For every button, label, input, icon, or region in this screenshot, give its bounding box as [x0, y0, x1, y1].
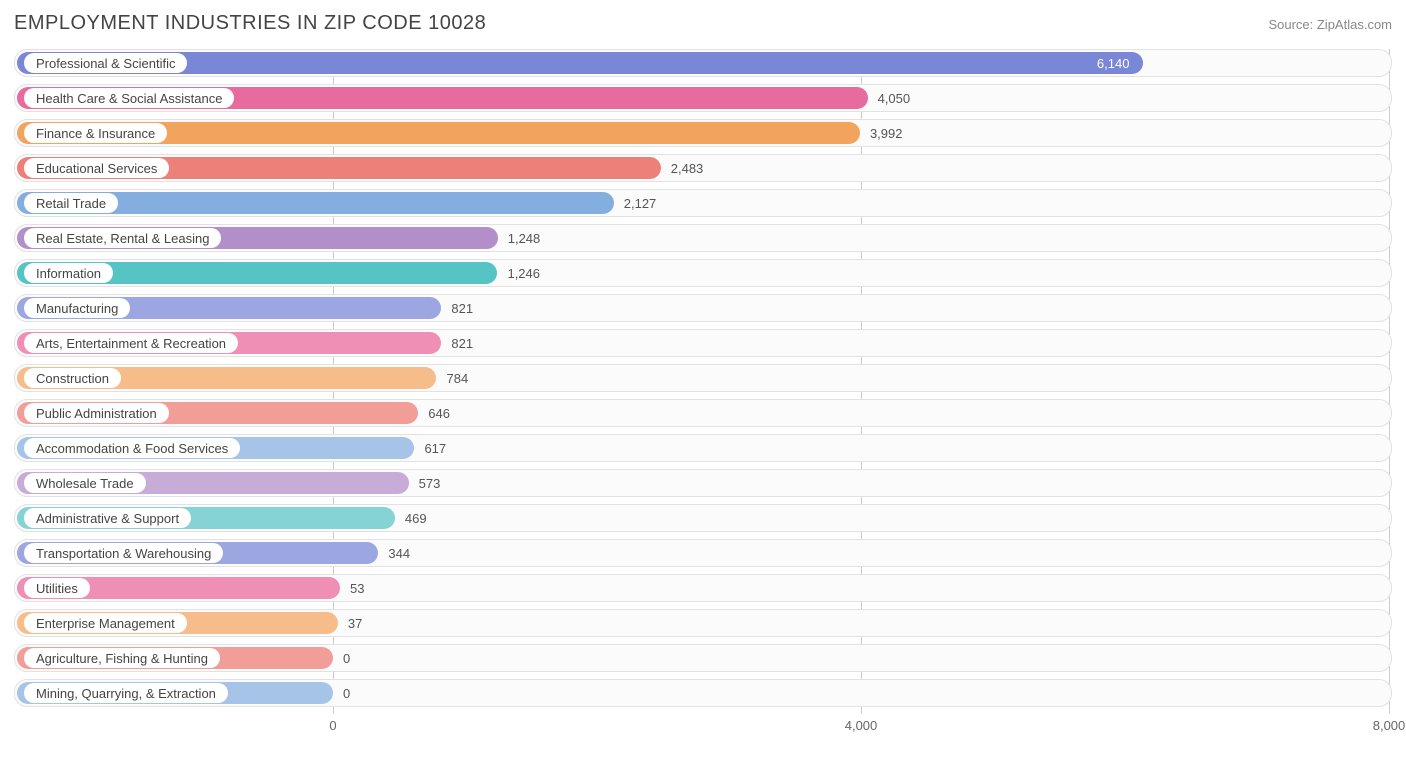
bar-row: Wholesale Trade 573	[14, 469, 1392, 497]
bar-row: Public Administration 646	[14, 399, 1392, 427]
chart-source: Source: ZipAtlas.com	[1268, 17, 1392, 32]
x-axis: 04,0008,000	[14, 714, 1392, 736]
bar-label: Construction	[24, 368, 121, 388]
bar-label: Accommodation & Food Services	[24, 438, 240, 458]
bar-value: 37	[338, 609, 362, 637]
bar-value: 646	[418, 399, 450, 427]
chart-title: EMPLOYMENT INDUSTRIES IN ZIP CODE 10028	[14, 12, 486, 35]
bar-value: 0	[333, 679, 350, 707]
bar-label: Transportation & Warehousing	[24, 543, 223, 563]
bar-row: Finance & Insurance 3,992	[14, 119, 1392, 147]
x-axis-label: 4,000	[845, 718, 878, 733]
bar-value: 4,050	[868, 84, 911, 112]
bar-value: 1,246	[497, 259, 540, 287]
bar-row: Health Care & Social Assistance 4,050	[14, 84, 1392, 112]
bar-value: 2,483	[661, 154, 704, 182]
bar-label: Finance & Insurance	[24, 123, 167, 143]
bar-value: 821	[441, 329, 473, 357]
bar-value: 821	[441, 294, 473, 322]
chart-area: Professional & Scientific6,140 Health Car…	[14, 49, 1392, 707]
bar-row: Retail Trade 2,127	[14, 189, 1392, 217]
bar-label: Health Care & Social Assistance	[24, 88, 234, 108]
x-axis-label: 0	[329, 718, 336, 733]
bar-row: Agriculture, Fishing & Hunting 0	[14, 644, 1392, 672]
bar-label: Enterprise Management	[24, 613, 187, 633]
bar-row: Transportation & Warehousing 344	[14, 539, 1392, 567]
bar-row: Enterprise Management 37	[14, 609, 1392, 637]
bar-label: Public Administration	[24, 403, 169, 423]
bar-row: Professional & Scientific6,140	[14, 49, 1392, 77]
bar-label: Arts, Entertainment & Recreation	[24, 333, 238, 353]
bar-row: Real Estate, Rental & Leasing 1,248	[14, 224, 1392, 252]
bar-row: Information 1,246	[14, 259, 1392, 287]
bar-row: Administrative & Support 469	[14, 504, 1392, 532]
bar-value: 2,127	[614, 189, 657, 217]
bar-row: Educational Services 2,483	[14, 154, 1392, 182]
bar-row: Accommodation & Food Services 617	[14, 434, 1392, 462]
bar-label: Retail Trade	[24, 193, 118, 213]
bar-value: 573	[409, 469, 441, 497]
bar-value: 1,248	[498, 224, 541, 252]
bar-row: Manufacturing 821	[14, 294, 1392, 322]
bar-value: 0	[333, 644, 350, 672]
bar-value: 3,992	[860, 119, 903, 147]
bar-value: 617	[414, 434, 446, 462]
bar-label: Educational Services	[24, 158, 169, 178]
x-axis-label: 8,000	[1373, 718, 1406, 733]
bar-value: 784	[436, 364, 468, 392]
bar-label: Information	[24, 263, 113, 283]
bar-label: Manufacturing	[24, 298, 130, 318]
bar-row: Utilities 53	[14, 574, 1392, 602]
bar-row: Construction 784	[14, 364, 1392, 392]
bar-value: 53	[340, 574, 364, 602]
bar-label: Real Estate, Rental & Leasing	[24, 228, 221, 248]
chart-header: EMPLOYMENT INDUSTRIES IN ZIP CODE 10028 …	[14, 12, 1392, 35]
bar-value: 344	[378, 539, 410, 567]
bar-row: Arts, Entertainment & Recreation 821	[14, 329, 1392, 357]
bar-label: Utilities	[24, 578, 90, 598]
bar-label: Mining, Quarrying, & Extraction	[24, 683, 228, 703]
bar-value: 469	[395, 504, 427, 532]
bar-label: Wholesale Trade	[24, 473, 146, 493]
bar-label: Agriculture, Fishing & Hunting	[24, 648, 220, 668]
bar-value: 6,140	[17, 49, 1143, 77]
bar-label: Administrative & Support	[24, 508, 191, 528]
bar-row: Mining, Quarrying, & Extraction 0	[14, 679, 1392, 707]
